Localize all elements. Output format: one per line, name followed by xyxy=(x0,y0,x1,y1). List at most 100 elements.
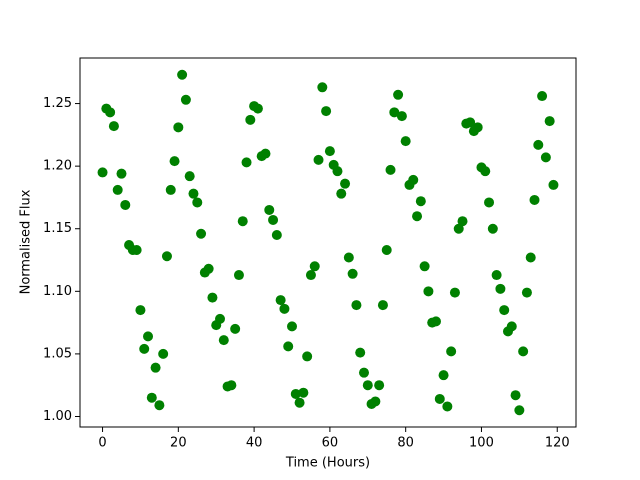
point xyxy=(529,194,540,205)
point xyxy=(487,223,498,234)
y-tick-label: 1.05 xyxy=(43,346,72,361)
point xyxy=(260,148,271,159)
point xyxy=(518,346,529,357)
point xyxy=(161,251,172,262)
point xyxy=(287,321,298,332)
point xyxy=(381,245,392,256)
point xyxy=(131,245,142,256)
point xyxy=(340,178,351,189)
point xyxy=(408,174,419,185)
point xyxy=(510,390,521,401)
y-tick-label: 1.10 xyxy=(43,284,72,299)
point xyxy=(484,197,495,208)
point xyxy=(393,89,404,100)
point xyxy=(241,157,252,168)
x-axis-label: Time (Hours) xyxy=(285,456,370,471)
y-tick-label: 1.15 xyxy=(43,221,72,236)
point xyxy=(218,335,229,346)
point xyxy=(533,139,544,150)
point xyxy=(449,287,460,298)
x-tick-label: 80 xyxy=(397,436,414,451)
point xyxy=(438,370,449,381)
point xyxy=(442,401,453,412)
plot-frame xyxy=(79,57,577,428)
point xyxy=(143,331,154,342)
point xyxy=(150,362,161,373)
x-tick-label: 40 xyxy=(246,436,263,451)
point xyxy=(108,121,119,132)
x-tick-label: 120 xyxy=(545,436,570,451)
x-tick-label: 60 xyxy=(322,436,339,451)
point xyxy=(139,343,150,354)
y-axis-label: Normalised Flux xyxy=(19,189,34,294)
point xyxy=(203,263,214,274)
point xyxy=(165,184,176,195)
point xyxy=(97,167,108,178)
point xyxy=(396,111,407,122)
point xyxy=(423,286,434,297)
point xyxy=(321,106,332,117)
point xyxy=(196,228,207,239)
x-tick-label: 20 xyxy=(170,436,187,451)
point xyxy=(233,270,244,281)
point xyxy=(370,396,381,407)
point xyxy=(521,287,532,298)
point xyxy=(283,341,294,352)
point xyxy=(358,367,369,378)
x-tick-label: 100 xyxy=(469,436,494,451)
point xyxy=(495,283,506,294)
point xyxy=(184,171,195,182)
point xyxy=(313,154,324,165)
point xyxy=(336,188,347,199)
point xyxy=(268,214,279,225)
point xyxy=(230,323,241,334)
point xyxy=(491,270,502,281)
point xyxy=(105,107,116,118)
point xyxy=(351,300,362,311)
point xyxy=(480,166,491,177)
point xyxy=(343,252,354,263)
point xyxy=(412,211,423,222)
point xyxy=(180,94,191,105)
point xyxy=(215,313,226,324)
point xyxy=(146,392,157,403)
point xyxy=(537,91,548,102)
point xyxy=(525,252,536,263)
point xyxy=(188,188,199,199)
point xyxy=(135,305,146,316)
point xyxy=(506,321,517,332)
point xyxy=(317,82,328,93)
point xyxy=(514,405,525,416)
point xyxy=(446,346,457,357)
point xyxy=(540,152,551,163)
point xyxy=(347,268,358,279)
point xyxy=(499,305,510,316)
point xyxy=(169,156,180,167)
point xyxy=(226,380,237,391)
point xyxy=(377,300,388,311)
point xyxy=(264,204,275,215)
point xyxy=(430,316,441,327)
point xyxy=(419,261,430,272)
point xyxy=(389,107,400,118)
point xyxy=(302,351,313,362)
point xyxy=(279,303,290,314)
x-tick-label: 0 xyxy=(98,436,106,451)
point xyxy=(415,196,426,207)
point xyxy=(275,295,286,306)
point xyxy=(544,116,555,127)
point xyxy=(453,223,464,234)
point xyxy=(305,270,316,281)
point xyxy=(237,216,248,227)
point xyxy=(112,184,123,195)
point xyxy=(192,197,203,208)
y-tick-label: 1.00 xyxy=(43,409,72,424)
point xyxy=(355,347,366,358)
point xyxy=(271,229,282,240)
point xyxy=(309,261,320,272)
point xyxy=(548,179,559,190)
point xyxy=(324,146,335,157)
point xyxy=(362,380,373,391)
